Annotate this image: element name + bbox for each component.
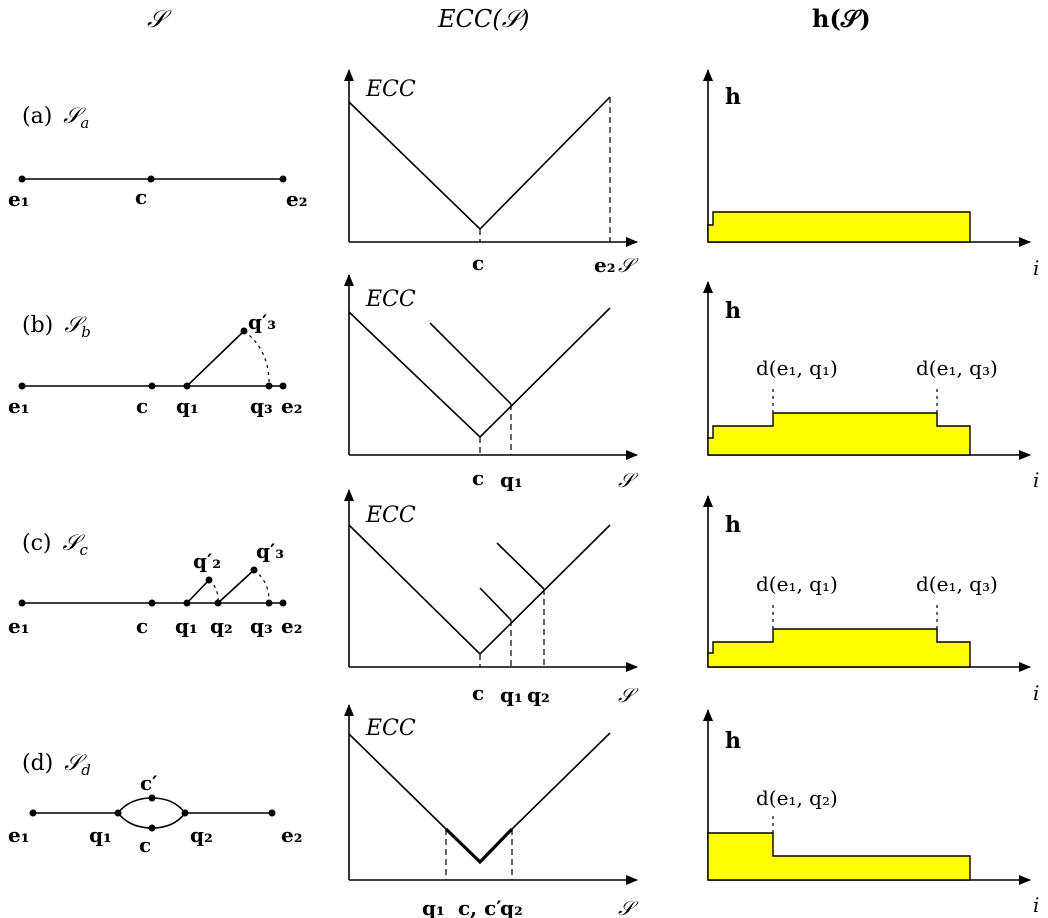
svg-text:𝒮: 𝒮 <box>618 253 639 277</box>
svg-text:h: h <box>725 84 741 110</box>
row-d-ecc-plot: ECC q₁ c, c′ q₂ 𝒮 <box>344 704 639 918</box>
svg-text:e₁: e₁ <box>8 187 29 211</box>
svg-text:q′₂: q′₂ <box>193 549 221 573</box>
svg-text:q₁: q₁ <box>89 823 112 847</box>
svg-text:𝒮: 𝒮 <box>618 683 639 707</box>
svg-text:ECC: ECC <box>365 287 416 312</box>
svg-text:q₁: q₁ <box>422 896 445 918</box>
svg-text:ECC: ECC <box>365 716 416 741</box>
row-b-ecc-plot: ECC c q₁ 𝒮 <box>344 274 639 492</box>
svg-text:i: i <box>1033 468 1039 492</box>
row-a-h-plot: h i <box>703 69 1039 280</box>
svg-text:c: c <box>136 614 148 638</box>
row-b-graph: e₁ c q₁ q₃ e₂ q′₃ <box>8 310 302 418</box>
svg-text:e₂: e₂ <box>281 394 302 418</box>
header-h: h(𝒮) <box>812 4 871 33</box>
svg-text:d(e₁, q₃): d(e₁, q₃) <box>916 356 998 380</box>
svg-text:d(e₁, q₃): d(e₁, q₃) <box>916 572 998 596</box>
row-a-graph: e₁ c e₂ <box>8 175 307 211</box>
svg-text:e₂: e₂ <box>281 614 302 638</box>
row-b-label: (b) 𝒮b <box>22 313 91 341</box>
svg-text:c: c <box>135 185 147 209</box>
row-b: (b) 𝒮b e₁ c q₁ q₃ e₂ q′₃ E <box>8 274 1039 492</box>
svg-text:q₃: q₃ <box>250 394 273 418</box>
row-d-graph: e₁ q₁ c′ c q₂ e₂ <box>8 771 302 857</box>
svg-text:𝒮: 𝒮 <box>618 468 639 492</box>
svg-text:h: h <box>725 298 741 324</box>
svg-text:c: c <box>472 466 484 490</box>
svg-text:h: h <box>725 728 741 754</box>
svg-text:q₂: q₂ <box>527 683 550 707</box>
row-c-ecc-plot: ECC c q₁ q₂ 𝒮 <box>344 489 639 707</box>
svg-text:q₁: q₁ <box>500 683 523 707</box>
row-c-h-plot: h d(e₁, q₁) d(e₁, q₃) i <box>703 495 1039 705</box>
svg-text:q₃: q₃ <box>250 614 273 638</box>
header-ecc: ECC(𝒮) <box>437 5 530 33</box>
svg-text:c: c <box>472 681 484 705</box>
row-a-ecc-plot: ECC c e₂ 𝒮 <box>344 69 639 277</box>
svg-text:c: c <box>139 833 151 857</box>
row-c-graph: e₁ c q₁ q₂ q₃ e₂ q′₂ q′₃ <box>8 539 302 638</box>
svg-text:d(e₁, q₁): d(e₁, q₁) <box>756 572 838 596</box>
row-c: (c) 𝒮c e₁ c q₁ q₂ q₃ e₂ q′₂ q′₃ <box>8 489 1039 707</box>
svg-text:e₁: e₁ <box>8 394 29 418</box>
row-d-h-plot: h d(e₁, q₂) i <box>703 709 1039 917</box>
svg-text:c′: c′ <box>140 771 157 795</box>
row-d-label: (d) 𝒮d <box>22 751 91 779</box>
svg-text:e₂: e₂ <box>281 823 302 847</box>
svg-text:q₁: q₁ <box>500 468 523 492</box>
svg-text:𝒮: 𝒮 <box>618 896 639 918</box>
svg-text:e₁: e₁ <box>8 823 29 847</box>
svg-text:e₂: e₂ <box>594 253 615 277</box>
row-a: (a) 𝒮a e₁ c e₂ ECC c e₂ 𝒮 <box>8 69 1039 280</box>
svg-text:q₂: q₂ <box>210 614 233 638</box>
svg-text:q′₃: q′₃ <box>248 310 276 334</box>
svg-text:c, c′: c, c′ <box>458 896 502 918</box>
svg-text:q′₃: q′₃ <box>256 539 284 563</box>
svg-text:c: c <box>136 394 148 418</box>
row-b-h-plot: h d(e₁, q₁) d(e₁, q₃) i <box>703 281 1039 492</box>
svg-text:i: i <box>1033 256 1039 280</box>
svg-text:q₂: q₂ <box>190 823 213 847</box>
svg-text:i: i <box>1033 681 1039 705</box>
svg-text:e₂: e₂ <box>286 187 307 211</box>
svg-text:d(e₁, q₁): d(e₁, q₁) <box>756 356 838 380</box>
svg-text:q₂: q₂ <box>500 896 523 918</box>
svg-text:e₁: e₁ <box>8 614 29 638</box>
row-c-label: (c) 𝒮c <box>22 531 89 559</box>
svg-text:h: h <box>725 512 741 538</box>
svg-text:d(e₁, q₂): d(e₁, q₂) <box>756 786 838 810</box>
svg-text:q₁: q₁ <box>175 614 198 638</box>
svg-text:ECC: ECC <box>365 77 416 102</box>
header-set: 𝒮 <box>147 5 172 33</box>
svg-text:q₁: q₁ <box>176 394 199 418</box>
svg-text:i: i <box>1033 893 1039 917</box>
row-d: (d) 𝒮d e₁ q₁ c′ c q₂ e₂ <box>8 704 1039 918</box>
svg-text:ECC: ECC <box>365 503 416 528</box>
svg-text:c: c <box>472 251 484 275</box>
row-a-label: (a) 𝒮a <box>22 104 89 132</box>
